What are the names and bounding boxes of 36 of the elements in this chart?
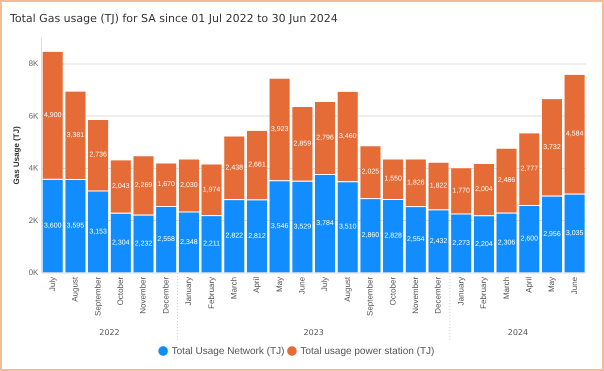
x-tick-label: October (116, 276, 126, 306)
legend-label: Total Usage Network (TJ) (172, 346, 284, 357)
x-tick-label: November (138, 276, 148, 314)
x-tick-label: September (366, 276, 375, 316)
x-tick-label: February (479, 276, 488, 309)
x-tick-label: August (342, 276, 352, 302)
text: 2023 (304, 328, 324, 338)
y-tick-label: 8K (28, 59, 40, 68)
x-tick-label: November (411, 276, 420, 314)
y-tick-label: 2K (28, 216, 40, 225)
x-tick-label: April (524, 276, 534, 293)
x-tick-label: January (456, 276, 466, 306)
legend-label: Total usage power station (TJ) (300, 346, 434, 357)
x-tick-label: June (298, 276, 307, 294)
x-tick-label: July (48, 276, 57, 292)
x-tick-label: January (184, 276, 194, 306)
text: 2022 (99, 328, 120, 338)
x-tick-label: May (547, 276, 556, 292)
x-tick-label: October (388, 276, 398, 306)
text: 2024 (508, 328, 528, 338)
x-tick-label: August (70, 276, 80, 302)
y-tick-label: 4K (28, 164, 40, 173)
y-axis-title: Gas Usage (TJ) (12, 126, 22, 184)
y-tick-label: 6K (28, 111, 40, 120)
x-tick-label: December (161, 276, 170, 314)
x-tick-label: May (274, 276, 284, 292)
chart-title: Total Gas usage (TJ) for SA since 01 Jul 2022 to 30 Jun 2024 (10, 12, 338, 25)
x-tick-label: June (570, 276, 579, 294)
x-tick-label: September (93, 276, 102, 316)
x-tick-label: March (229, 276, 238, 300)
x-tick-label: February (206, 276, 216, 309)
x-tick-label: December (434, 276, 443, 314)
x-tick-label: April (252, 276, 262, 293)
x-tick-label: July (320, 276, 330, 292)
x-tick-label: March (502, 276, 511, 300)
y-tick-label: 0K (28, 268, 40, 278)
